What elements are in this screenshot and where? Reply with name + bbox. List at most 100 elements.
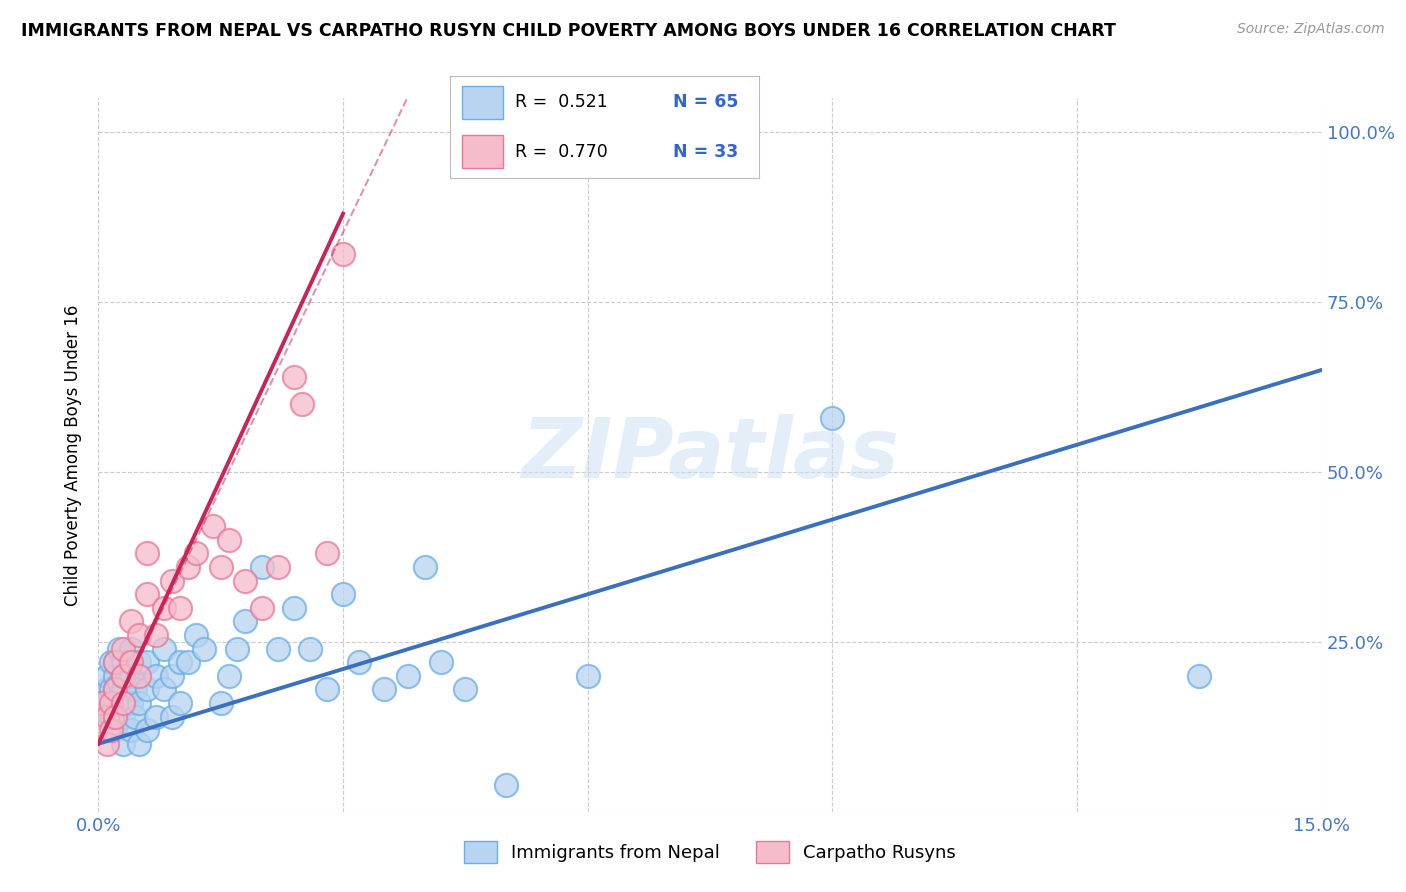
Text: N = 65: N = 65 (672, 94, 738, 112)
Point (299, 641, 322, 656)
Point (209, 696, 232, 710)
Point (145, 709, 167, 723)
Point (96, 696, 118, 710)
Point (169, 655, 191, 669)
Point (315, 682, 337, 697)
Point (152, 682, 174, 697)
Point (495, 778, 517, 792)
Point (233, 615, 256, 629)
Point (152, 641, 174, 656)
Point (332, 247, 354, 261)
Point (160, 669, 183, 683)
Point (111, 737, 134, 751)
Point (152, 600, 174, 615)
Point (96, 709, 118, 723)
Point (169, 600, 191, 615)
Point (108, 675, 131, 690)
Point (128, 696, 150, 710)
Point (104, 682, 127, 697)
Point (120, 615, 142, 629)
Point (576, 669, 599, 683)
Point (821, 410, 844, 425)
Point (108, 641, 131, 656)
Point (136, 587, 159, 601)
Point (124, 682, 146, 697)
Point (373, 682, 395, 697)
Point (209, 560, 232, 574)
Point (128, 655, 150, 669)
Point (396, 669, 419, 683)
Text: R =  0.770: R = 0.770 (515, 143, 607, 161)
Point (128, 737, 150, 751)
Point (96, 669, 118, 683)
Text: R =  0.521: R = 0.521 (515, 94, 607, 112)
Point (177, 655, 200, 669)
Point (124, 709, 146, 723)
Point (111, 669, 134, 683)
Point (111, 641, 134, 656)
Point (177, 560, 200, 574)
Point (136, 546, 159, 560)
Point (226, 641, 249, 656)
Point (454, 682, 477, 697)
Text: IMMIGRANTS FROM NEPAL VS CARPATHO RUSYN CHILD POVERTY AMONG BOYS UNDER 16 CORREL: IMMIGRANTS FROM NEPAL VS CARPATHO RUSYN … (21, 22, 1116, 40)
Point (169, 696, 191, 710)
Point (115, 696, 138, 710)
Point (233, 574, 256, 588)
Point (111, 669, 134, 683)
Point (136, 655, 159, 669)
Point (104, 723, 127, 738)
Point (96, 682, 118, 697)
Point (349, 655, 371, 669)
Point (120, 641, 142, 656)
Point (218, 669, 240, 683)
Point (100, 696, 122, 710)
Point (100, 709, 122, 723)
Point (283, 369, 305, 384)
Point (201, 519, 224, 533)
Bar (463, 136, 502, 168)
Point (291, 397, 314, 411)
Point (104, 709, 127, 723)
Text: ZIPatlas: ZIPatlas (522, 415, 898, 495)
Point (128, 628, 150, 642)
Y-axis label: Child Poverty Among Boys Under 16: Child Poverty Among Boys Under 16 (65, 304, 83, 606)
Point (120, 669, 142, 683)
Point (128, 669, 150, 683)
Point (104, 655, 127, 669)
Point (120, 655, 142, 669)
Point (186, 628, 208, 642)
Point (104, 696, 127, 710)
Point (104, 655, 127, 669)
Legend: Immigrants from Nepal, Carpatho Rusyns: Immigrants from Nepal, Carpatho Rusyns (457, 834, 963, 871)
Point (136, 682, 159, 697)
Text: N = 33: N = 33 (672, 143, 738, 161)
Point (111, 709, 134, 723)
Point (111, 696, 134, 710)
Point (267, 560, 290, 574)
Point (100, 655, 122, 669)
Point (250, 560, 273, 574)
Point (267, 641, 290, 656)
Point (413, 560, 436, 574)
Point (104, 682, 127, 697)
Point (91, 703, 114, 717)
Point (145, 628, 167, 642)
Point (108, 703, 131, 717)
Point (160, 709, 183, 723)
Point (91, 696, 114, 710)
Point (104, 669, 127, 683)
Point (120, 723, 142, 738)
Point (145, 669, 167, 683)
Point (136, 723, 159, 738)
Point (332, 587, 354, 601)
Point (218, 533, 240, 547)
Point (111, 682, 134, 697)
Point (283, 600, 305, 615)
Point (100, 723, 122, 738)
Text: Source: ZipAtlas.com: Source: ZipAtlas.com (1237, 22, 1385, 37)
Point (430, 655, 453, 669)
Point (186, 546, 208, 560)
Point (250, 600, 273, 615)
Point (193, 641, 215, 656)
